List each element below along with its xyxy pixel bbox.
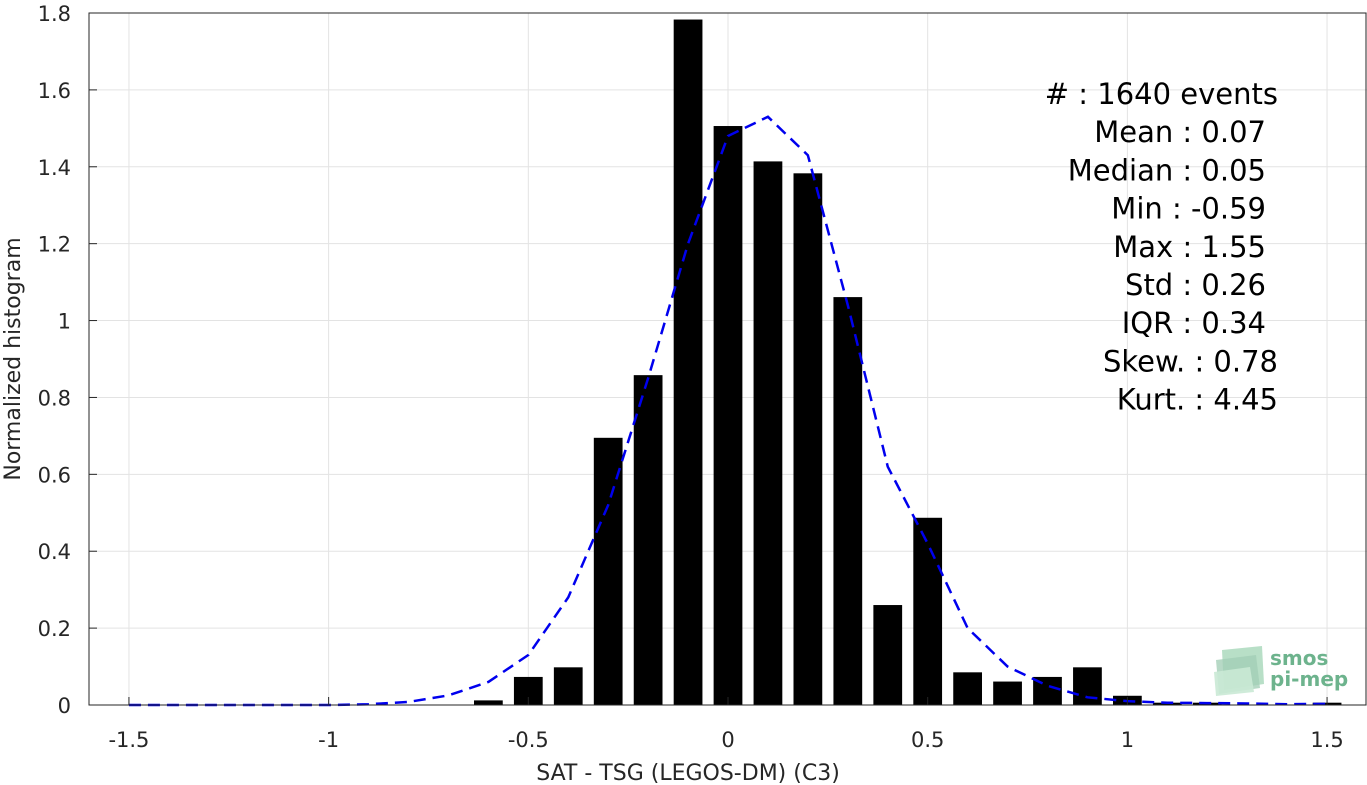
logo-graphic [1214,646,1264,696]
stat-line: Std : 0.26 [1125,268,1266,302]
stat-line: Median : 0.05 [1068,153,1266,187]
x-tick-label: 0 [721,728,734,752]
histogram-bar [593,437,623,705]
histogram-bar [753,161,783,705]
x-tick-label: -1.5 [108,728,149,752]
histogram-bar [993,681,1022,705]
y-tick-label: 0 [58,694,71,718]
y-tick-label: 0.6 [38,463,71,487]
stat-line: Min : -0.59 [1111,192,1266,226]
histogram-bar [553,667,583,705]
x-axis-label: SAT - TSG (LEGOS-DM) (C3) [536,761,840,785]
smos-pi-mep-logo: smos pi-mep [1214,646,1348,696]
stats-annotations: # : 1640 events Mean : 0.07 Median : 0.05 M… [1045,77,1278,417]
y-tick-label: 1 [58,310,71,334]
histogram-bar [633,375,663,705]
y-tick-label: 0.2 [38,617,71,641]
y-tick-label: 1.2 [38,233,71,257]
histogram-bar [833,297,863,705]
y-tick-label: 0.8 [38,386,71,410]
stat-line: Max : 1.55 [1113,230,1266,264]
histogram-bar [673,19,703,705]
logo-text-pi-mep: pi-mep [1270,667,1348,691]
bars [473,19,1342,705]
histogram-bar [473,700,503,705]
histogram-bar [953,672,983,705]
histogram-bar [1073,667,1102,705]
x-tick-label: 1 [1121,728,1134,752]
histogram-bar [873,605,903,705]
y-tick-label: 1.6 [38,79,71,103]
x-tick-label: 1.5 [1310,728,1343,752]
stat-line: # : 1640 events [1045,77,1278,111]
stat-line: Kurt. : 4.45 [1117,383,1278,417]
stat-line: Skew. : 0.78 [1103,344,1278,378]
y-axis-label: Normalized histogram [1,237,26,480]
stat-line: IQR : 0.34 [1122,306,1266,340]
x-tick-label: -1 [318,728,339,752]
histogram-bar [713,126,743,705]
x-tick-label: 0.5 [911,728,944,752]
stat-line: Mean : 0.07 [1094,115,1266,149]
x-tick-label: -0.5 [508,728,549,752]
y-tick-label: 0.4 [38,540,71,564]
histogram-bar [793,173,823,705]
histogram-bar [913,517,943,705]
y-tick-label: 1.4 [38,156,71,180]
logo-text-smos: smos [1270,646,1328,670]
y-tick-label: 1.8 [38,2,71,26]
ticks: -1.5 -1 -0.5 0 0.5 1 1.5 0 0.2 0.4 0.6 0.8 1 1.2 1.4 1.… [38,2,1344,752]
